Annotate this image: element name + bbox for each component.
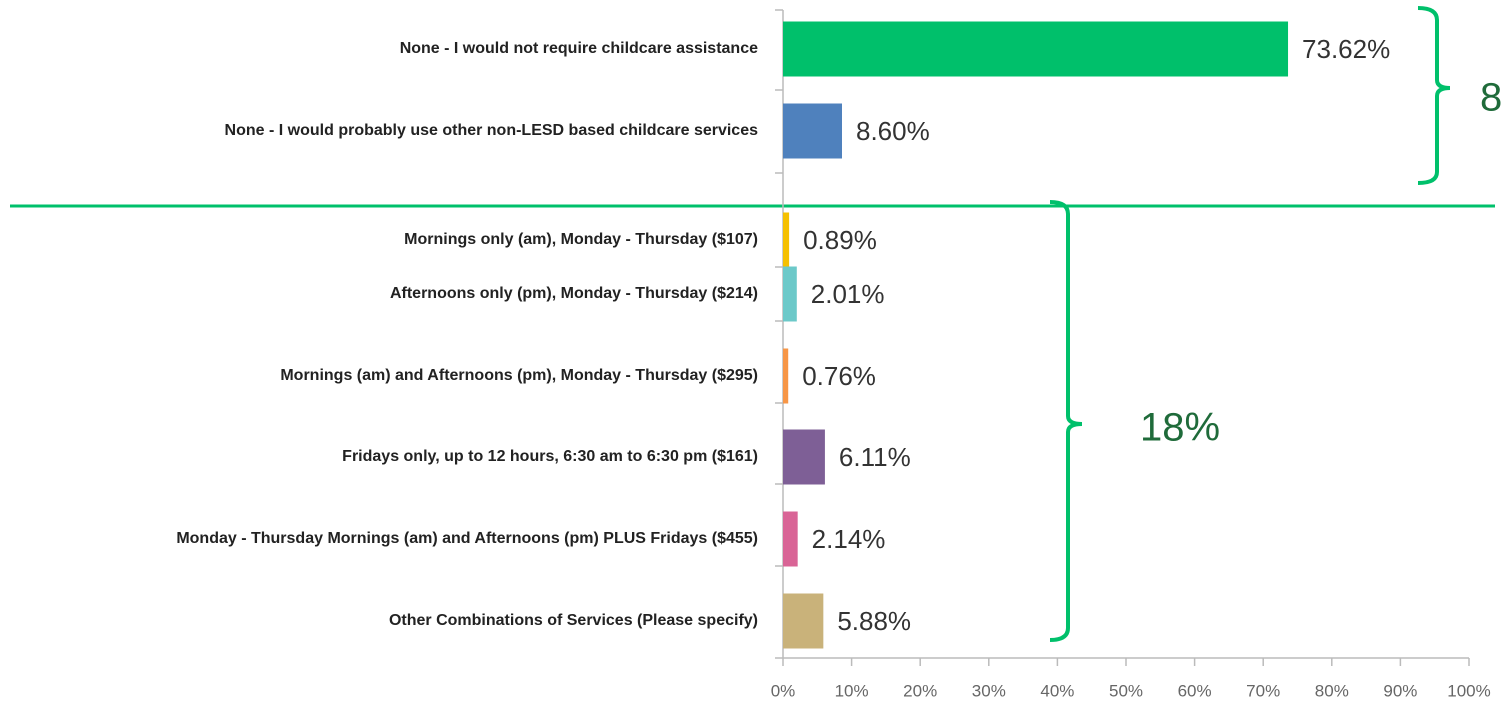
x-tick-label: 70% <box>1246 681 1280 700</box>
x-tick-label: 10% <box>835 681 869 700</box>
bracket <box>1417 6 1451 185</box>
bar <box>783 429 825 485</box>
bar <box>783 593 824 649</box>
x-tick-label: 60% <box>1178 681 1212 700</box>
x-tick-label: 90% <box>1383 681 1417 700</box>
x-tick-label: 40% <box>1040 681 1074 700</box>
category-label: Fridays only, up to 12 hours, 6:30 am to… <box>342 448 758 465</box>
annotation: 18% <box>1140 406 1220 450</box>
value-label: 8.60% <box>856 116 930 146</box>
value-label: 2.14% <box>812 524 886 554</box>
x-tick-label: 100% <box>1447 681 1490 700</box>
x-tick-label: 0% <box>771 681 796 700</box>
x-tick-label: 50% <box>1109 681 1143 700</box>
bar <box>783 511 798 567</box>
x-tick-label: 20% <box>903 681 937 700</box>
value-label: 0.76% <box>802 361 876 391</box>
bar <box>783 266 797 322</box>
category-label: Other Combinations of Services (Please s… <box>388 612 758 629</box>
value-label: 6.11% <box>839 442 911 472</box>
category-label: Afternoons only (pm), Monday - Thursday … <box>389 285 758 302</box>
category-label: Mornings (am) and Afternoons (pm), Monda… <box>280 367 758 384</box>
category-label: None - I would not require childcare ass… <box>399 40 758 57</box>
category-label: Monday - Thursday Mornings (am) and Afte… <box>176 530 758 547</box>
value-label: 5.88% <box>837 606 911 636</box>
value-label: 73.62% <box>1302 34 1390 64</box>
bar <box>783 21 1289 77</box>
bar <box>783 348 789 404</box>
bracket <box>1049 200 1083 642</box>
category-label: Mornings only (am), Monday - Thursday ($… <box>404 231 758 248</box>
annotation: 8 <box>1480 76 1502 120</box>
x-tick-label: 30% <box>972 681 1006 700</box>
x-tick-label: 80% <box>1315 681 1349 700</box>
category-label: None - I would probably use other non-LE… <box>224 122 758 139</box>
bar <box>783 212 790 268</box>
bar <box>783 103 842 159</box>
value-label: 0.89% <box>803 225 877 255</box>
value-label: 2.01% <box>811 279 885 309</box>
